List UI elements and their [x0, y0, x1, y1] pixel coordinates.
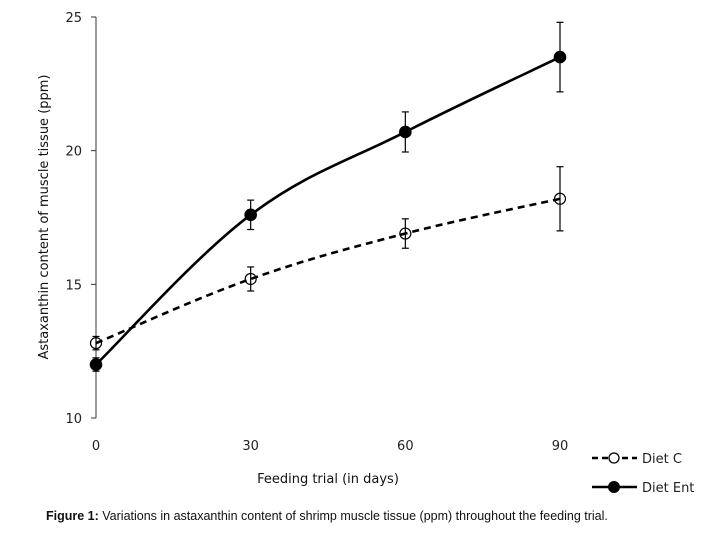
error-bar [401, 218, 409, 249]
series-diet-c [89, 166, 567, 351]
data-point-diet-c [89, 337, 103, 350]
x-axis-title: Feeding trial (in days) [257, 472, 399, 487]
legend-label-diet-c: Diet C [642, 452, 682, 467]
error-bar [247, 266, 255, 292]
x-axis-ticks: 0 30 60 90 [92, 439, 568, 454]
legend-item-diet-ent: Diet Ent [592, 481, 694, 496]
error-bar [556, 166, 564, 232]
y-tick-label: 25 [65, 11, 82, 26]
y-tick-label: 10 [65, 412, 82, 427]
series-layer [89, 21, 567, 372]
y-axis: 10 15 20 25 [65, 11, 97, 427]
series-line-diet-ent [95, 55, 561, 366]
data-point-diet-ent [244, 208, 257, 222]
legend-item-diet-c: Diet C [592, 452, 682, 467]
data-point-diet-c [553, 192, 567, 205]
series-diet-ent [89, 21, 567, 372]
legend: Diet C Diet Ent [592, 452, 694, 496]
figure-caption: Figure 1: Variations in astaxanthin cont… [46, 509, 696, 523]
data-point-diet-ent [399, 125, 412, 139]
x-tick-label: 90 [552, 439, 569, 454]
series-line-diet-c [95, 197, 561, 345]
caption-label: Figure 1: [46, 509, 99, 523]
error-bar [92, 335, 100, 351]
legend-marker-diet-c [608, 452, 620, 464]
caption-text: Variations in astaxanthin content of shr… [98, 509, 608, 523]
y-tick-label: 20 [65, 145, 82, 160]
y-tick-label: 15 [65, 278, 82, 293]
y-axis-title: Astaxanthin content of muscle tissue (pp… [37, 74, 52, 359]
data-point-diet-ent [553, 50, 567, 64]
legend-marker-diet-ent [608, 481, 620, 493]
line-chart: 10 15 20 25 0 30 60 90 Astaxanthin content of … [37, 11, 694, 496]
legend-label-diet-ent: Diet Ent [642, 481, 694, 496]
x-tick-label: 0 [92, 439, 100, 454]
x-tick-label: 30 [242, 439, 259, 454]
data-point-diet-c [244, 272, 257, 286]
data-point-diet-ent [89, 358, 103, 371]
data-point-diet-c [399, 227, 412, 240]
x-tick-label: 60 [397, 439, 414, 454]
